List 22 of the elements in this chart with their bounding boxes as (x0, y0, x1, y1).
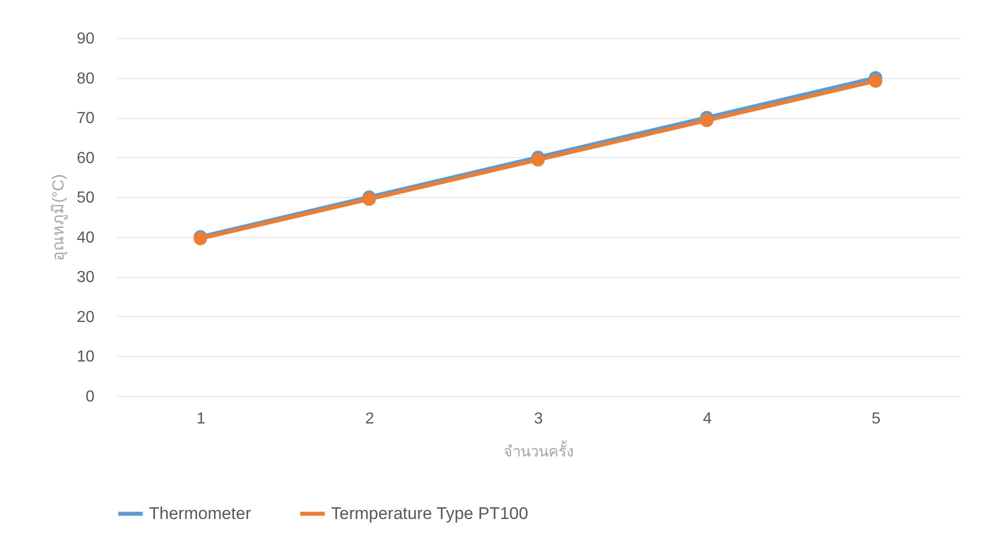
x-tick-label: 5 (872, 410, 881, 428)
y-tick-label: 90 (76, 30, 95, 48)
y-tick-label: 80 (76, 70, 95, 88)
legend-label: Termperature Type PT100 (331, 504, 528, 523)
y-tick-label: 20 (76, 308, 95, 326)
y-tick-label: 0 (86, 388, 95, 406)
point (868, 74, 882, 88)
y-tick-label: 40 (76, 229, 95, 246)
x-axis-title: จำนวนครั้ง (504, 440, 574, 460)
y-tick-label: 30 (76, 269, 95, 286)
x-tick-label: 4 (702, 410, 712, 428)
point (531, 153, 545, 166)
y-tick-label: 60 (76, 150, 95, 167)
y-axis-title: อุณหภูมิ(°C) (50, 174, 69, 261)
y-tick-label: 50 (76, 190, 95, 207)
legend-label: Thermometer (149, 504, 252, 523)
x-tick-label: 3 (534, 410, 544, 428)
y-tick-label: 10 (76, 348, 95, 366)
point (700, 114, 714, 128)
x-tick-label: 1 (196, 410, 206, 428)
y-tick-label: 70 (76, 110, 95, 128)
x-tick-label: 2 (365, 410, 374, 428)
